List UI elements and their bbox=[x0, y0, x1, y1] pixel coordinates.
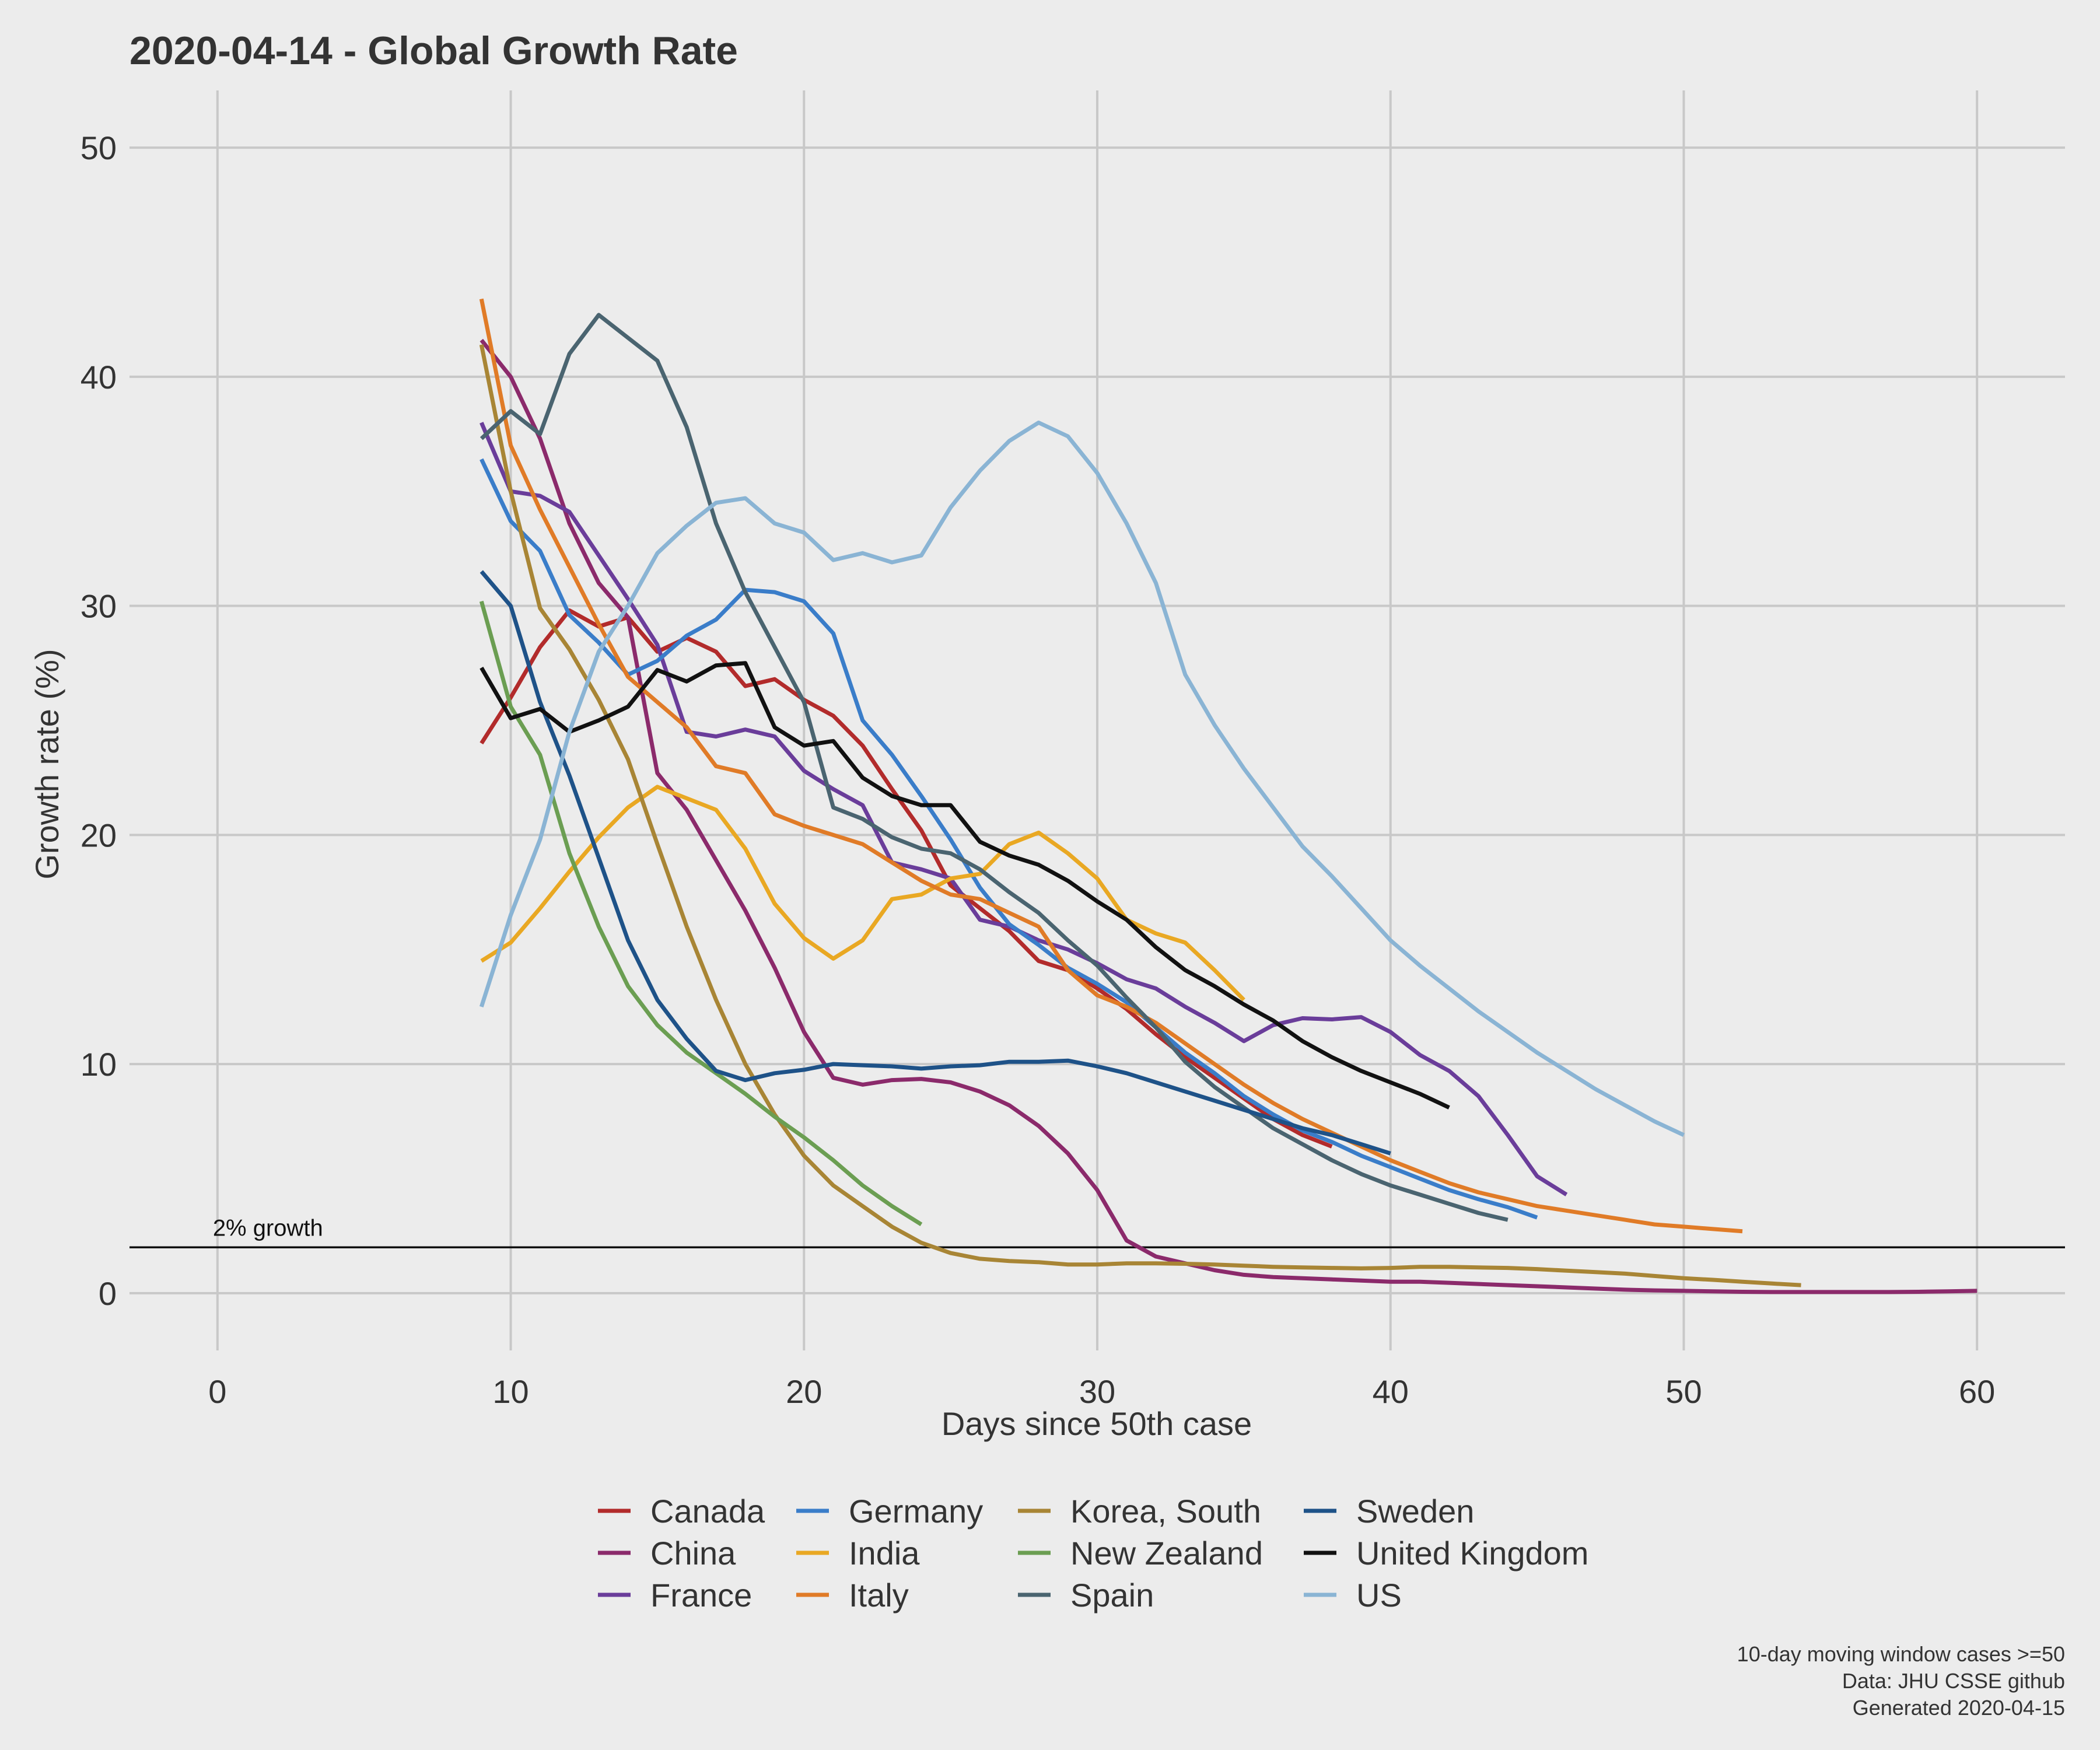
x-tick-label: 40 bbox=[1373, 1373, 1409, 1410]
x-tick-labels: 0 10 20 30 40 50 60 bbox=[208, 1373, 1995, 1410]
x-tick-label: 10 bbox=[492, 1373, 528, 1410]
legend-label-italy: Italy bbox=[849, 1577, 909, 1614]
y-tick-label: 40 bbox=[80, 359, 117, 396]
legend-label-france: France bbox=[650, 1577, 752, 1614]
series-line-china bbox=[480, 338, 1978, 1294]
series-line-us bbox=[479, 421, 1685, 1137]
y-tick-label: 10 bbox=[80, 1046, 117, 1083]
caption-line: 10-day moving window cases >=50 bbox=[1737, 1642, 2065, 1666]
series-line-sweden bbox=[480, 570, 1391, 1156]
series-line-germany bbox=[480, 458, 1538, 1220]
x-tick-label: 50 bbox=[1665, 1373, 1702, 1410]
x-axis-label: Days since 50th case bbox=[942, 1405, 1252, 1442]
legend-label-new-zealand: New Zealand bbox=[1070, 1535, 1263, 1572]
y-tick-labels: 0 10 20 30 40 50 bbox=[80, 130, 117, 1312]
series-line-spain bbox=[480, 313, 1508, 1222]
series-line-korea-south bbox=[479, 344, 1801, 1287]
y-tick-label: 20 bbox=[80, 817, 117, 853]
grid-lines bbox=[130, 90, 2065, 1350]
legend-label-germany: Germany bbox=[849, 1493, 983, 1530]
legend-label-us: US bbox=[1356, 1577, 1402, 1614]
series-line-canada bbox=[480, 608, 1333, 1149]
caption-line: Generated 2020-04-15 bbox=[1853, 1696, 2065, 1720]
chart-title: 2020-04-14 - Global Growth Rate bbox=[130, 29, 738, 73]
legend-label-canada: Canada bbox=[650, 1493, 765, 1530]
series-line-united-kingdom bbox=[480, 661, 1450, 1110]
legend-label-sweden: Sweden bbox=[1356, 1493, 1474, 1530]
legend-label-spain: Spain bbox=[1070, 1577, 1154, 1614]
series-line-italy bbox=[479, 298, 1743, 1234]
series-line-new-zealand bbox=[479, 600, 923, 1226]
reference-line-group: 2% growth bbox=[130, 1215, 2065, 1249]
legend-label-korea-south: Korea, South bbox=[1070, 1493, 1261, 1530]
legend: Canada China France Germany India Italy Korea,… bbox=[598, 1493, 1588, 1614]
y-tick-label: 0 bbox=[99, 1275, 117, 1312]
legend-label-india: India bbox=[849, 1535, 920, 1572]
legend-label-china: China bbox=[650, 1535, 736, 1572]
legend-label-united-kingdom: United Kingdom bbox=[1356, 1535, 1588, 1572]
reference-line-label: 2% growth bbox=[213, 1215, 323, 1241]
series-line-india bbox=[480, 785, 1245, 1002]
caption: 10-day moving window cases >=50 Data: JHU… bbox=[1737, 1642, 2065, 1720]
y-tick-label: 50 bbox=[80, 130, 117, 166]
x-tick-label: 20 bbox=[786, 1373, 822, 1410]
caption-line: Data: JHU CSSE github bbox=[1842, 1669, 2065, 1693]
x-tick-label: 60 bbox=[1959, 1373, 1995, 1410]
x-tick-label: 0 bbox=[208, 1373, 226, 1410]
y-axis-label: Growth rate (%) bbox=[29, 649, 65, 879]
x-tick-label: 30 bbox=[1079, 1373, 1115, 1410]
series-lines bbox=[479, 298, 1978, 1294]
y-tick-label: 30 bbox=[80, 588, 117, 625]
